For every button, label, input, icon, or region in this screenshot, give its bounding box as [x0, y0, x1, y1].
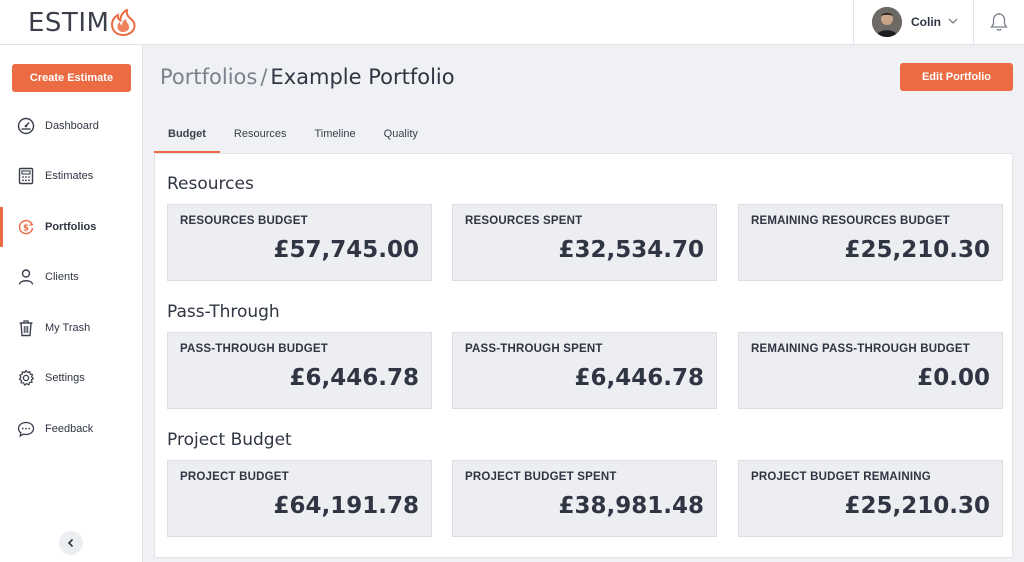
sidebar-item-label: Settings — [45, 372, 85, 384]
avatar-photo-icon — [872, 7, 902, 37]
card-label: RESOURCES SPENT — [465, 215, 583, 227]
sidebar-item-estimates[interactable]: Estimates — [0, 156, 142, 196]
collapse-sidebar-button[interactable] — [59, 531, 83, 555]
card-value: £0.00 — [917, 365, 990, 391]
chevron-left-icon — [67, 538, 74, 548]
card-label: PASS-THROUGH SPENT — [465, 343, 603, 355]
sidebar-item-portfolios[interactable]: $ Portfolios — [0, 207, 142, 247]
bell-icon[interactable] — [988, 11, 1010, 33]
user-menu[interactable]: Colin — [853, 0, 974, 45]
breadcrumb-portfolios-link[interactable]: Portfolios — [160, 65, 258, 89]
sidebar-item-feedback[interactable]: Feedback — [0, 409, 142, 449]
calculator-icon — [18, 167, 34, 185]
estimo-logo[interactable]: ESTIM — [28, 8, 136, 38]
card-label: RESOURCES BUDGET — [180, 215, 308, 227]
card-remaining-pass-through-budget: REMAINING PASS-THROUGH BUDGET £0.00 — [738, 332, 1003, 409]
card-value: £64,191.78 — [273, 493, 419, 519]
chat-bubble-icon — [17, 421, 35, 438]
sidebar-item-my-trash[interactable]: My Trash — [0, 308, 142, 348]
budget-panel: Resources RESOURCES BUDGET £57,745.00 RE… — [154, 153, 1013, 558]
sidebar-item-dashboard[interactable]: Dashboard — [0, 106, 142, 146]
card-project-budget: PROJECT BUDGET £64,191.78 — [167, 460, 432, 537]
section-title-resources: Resources — [167, 174, 254, 194]
card-remaining-resources-budget: REMAINING RESOURCES BUDGET £25,210.30 — [738, 204, 1003, 281]
edit-portfolio-button[interactable]: Edit Portfolio — [900, 63, 1013, 91]
sidebar-item-settings[interactable]: Settings — [0, 358, 142, 398]
card-label: PROJECT BUDGET — [180, 471, 289, 483]
section-title-project-budget: Project Budget — [167, 430, 292, 450]
tab-resources[interactable]: Resources — [233, 128, 287, 140]
breadcrumb-separator: / — [260, 65, 268, 89]
section-title-pass-through: Pass-Through — [167, 302, 280, 322]
sidebar-item-label: Estimates — [45, 170, 94, 182]
top-bar: ESTIM Colin — [0, 0, 1024, 45]
card-label: REMAINING PASS-THROUGH BUDGET — [751, 343, 970, 355]
card-value: £38,981.48 — [558, 493, 704, 519]
dashboard-icon — [17, 117, 35, 135]
breadcrumb: Portfolios / Example Portfolio — [160, 65, 455, 89]
logo-flame-o-icon — [111, 9, 136, 37]
card-label: PASS-THROUGH BUDGET — [180, 343, 328, 355]
card-value: £32,534.70 — [558, 237, 704, 263]
user-icon — [18, 269, 34, 285]
tab-bar: Budget Resources Timeline Quality — [154, 115, 432, 153]
card-project-budget-remaining: PROJECT BUDGET REMAINING £25,210.30 — [738, 460, 1003, 537]
tab-budget[interactable]: Budget — [154, 115, 220, 153]
card-value: £57,745.00 — [273, 237, 419, 263]
card-resources-budget: RESOURCES BUDGET £57,745.00 — [167, 204, 432, 281]
tab-quality[interactable]: Quality — [383, 128, 418, 140]
gear-icon — [18, 369, 34, 386]
chevron-down-icon[interactable] — [947, 15, 959, 27]
logo-text: ESTIM — [28, 8, 110, 38]
page-title: Example Portfolio — [270, 65, 455, 89]
card-resources-spent: RESOURCES SPENT £32,534.70 — [452, 204, 717, 281]
sidebar-item-clients[interactable]: Clients — [0, 257, 142, 297]
main-content: Portfolios / Example Portfolio Edit Portfo… — [143, 45, 1024, 562]
svg-text:$: $ — [23, 223, 29, 233]
tab-timeline[interactable]: Timeline — [314, 128, 356, 140]
card-pass-through-spent: PASS-THROUGH SPENT £6,446.78 — [452, 332, 717, 409]
card-value: £25,210.30 — [844, 237, 990, 263]
portfolio-money-icon: $ — [18, 219, 34, 235]
sidebar-item-label: Dashboard — [45, 120, 99, 132]
sidebar-item-label: Portfolios — [45, 221, 97, 233]
card-label: REMAINING RESOURCES BUDGET — [751, 215, 950, 227]
avatar[interactable] — [872, 7, 902, 37]
card-pass-through-budget: PASS-THROUGH BUDGET £6,446.78 — [167, 332, 432, 409]
sidebar-item-label: Clients — [45, 271, 79, 283]
sidebar: Create Estimate Dashboard Estimates $ Po… — [0, 45, 143, 562]
trash-icon — [19, 320, 33, 337]
card-project-budget-spent: PROJECT BUDGET SPENT £38,981.48 — [452, 460, 717, 537]
user-name[interactable]: Colin — [911, 15, 941, 29]
card-value: £6,446.78 — [289, 365, 420, 391]
create-estimate-button[interactable]: Create Estimate — [12, 64, 131, 92]
sidebar-item-label: My Trash — [45, 322, 91, 334]
card-label: PROJECT BUDGET REMAINING — [751, 471, 931, 483]
card-label: PROJECT BUDGET SPENT — [465, 471, 617, 483]
sidebar-item-label: Feedback — [45, 423, 94, 435]
card-value: £6,446.78 — [574, 365, 705, 391]
card-value: £25,210.30 — [844, 493, 990, 519]
